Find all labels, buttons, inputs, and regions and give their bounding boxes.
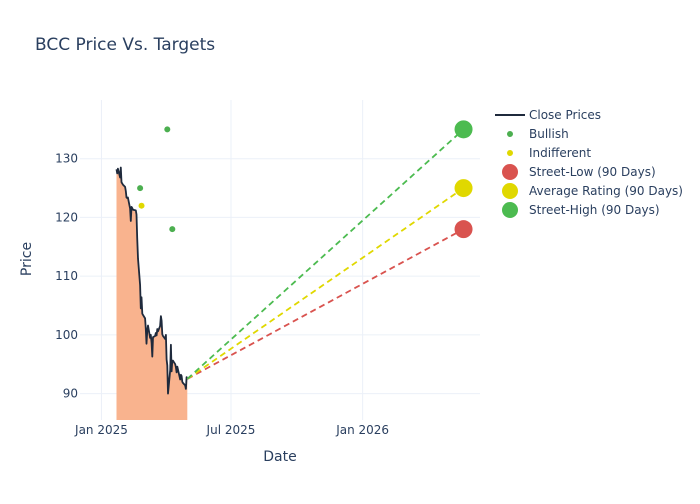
legend-label: Bullish	[529, 127, 569, 141]
legend-item-high[interactable]: Street-High (90 Days)	[502, 202, 660, 218]
legend-label: Average Rating (90 Days)	[529, 184, 683, 198]
street-low-target-line	[186, 228, 464, 380]
legend-marker-swatch	[502, 202, 518, 218]
x-tick-label: Jan 2026	[335, 423, 389, 437]
bullish-point[interactable]	[137, 185, 144, 192]
y-tick-label: 110	[55, 269, 78, 283]
axis-layer: 90 100 110 120 130 Jan 2025 Jul 2025 Jan 2026	[55, 152, 389, 437]
legend-label: Street-Low (90 Days)	[529, 165, 656, 179]
indifferent-point[interactable]	[138, 202, 145, 209]
close-area-layer	[116, 167, 188, 420]
close-line-layer	[115, 166, 189, 395]
legend[interactable]: Close Prices Bullish Indifferent Street-Low…	[495, 108, 683, 218]
x-tick-label: Jan 2025	[74, 423, 128, 437]
legend-item-low[interactable]: Street-Low (90 Days)	[502, 164, 656, 180]
bullish-point[interactable]	[164, 126, 171, 133]
bullish-point[interactable]	[169, 226, 176, 233]
legend-item-close[interactable]: Close Prices	[495, 108, 601, 122]
street-high-target-line	[186, 128, 465, 380]
legend-label: Indifferent	[529, 146, 591, 160]
legend-item-avg[interactable]: Average Rating (90 Days)	[502, 183, 683, 199]
legend-marker-swatch	[502, 164, 518, 180]
y-axis-title: Price	[19, 242, 35, 276]
x-axis-title: Date	[263, 449, 296, 465]
rating-points-layer	[137, 120, 473, 239]
average-rating-target-line	[186, 187, 465, 380]
y-tick-label: 90	[63, 387, 78, 401]
y-tick-label: 130	[55, 152, 78, 166]
legend-label: Street-High (90 Days)	[529, 203, 660, 217]
average-rating-marker[interactable]	[454, 179, 473, 198]
y-tick-label: 120	[55, 210, 78, 224]
close-price-area	[116, 167, 188, 420]
close-price-line[interactable]	[115, 166, 189, 395]
legend-item-indifferent[interactable]: Indifferent	[507, 146, 591, 160]
legend-dot-swatch	[507, 150, 513, 156]
chart-title: BCC Price Vs. Targets	[35, 35, 215, 55]
y-tick-label: 100	[55, 328, 78, 342]
legend-label: Close Prices	[529, 108, 601, 122]
target-lines-layer	[186, 128, 465, 380]
legend-marker-swatch	[502, 183, 518, 199]
x-tick-label: Jul 2025	[206, 423, 256, 437]
street-high-marker[interactable]	[454, 120, 473, 139]
legend-item-bullish[interactable]: Bullish	[507, 127, 569, 141]
street-low-marker[interactable]	[454, 220, 473, 239]
legend-dot-swatch	[507, 131, 513, 137]
